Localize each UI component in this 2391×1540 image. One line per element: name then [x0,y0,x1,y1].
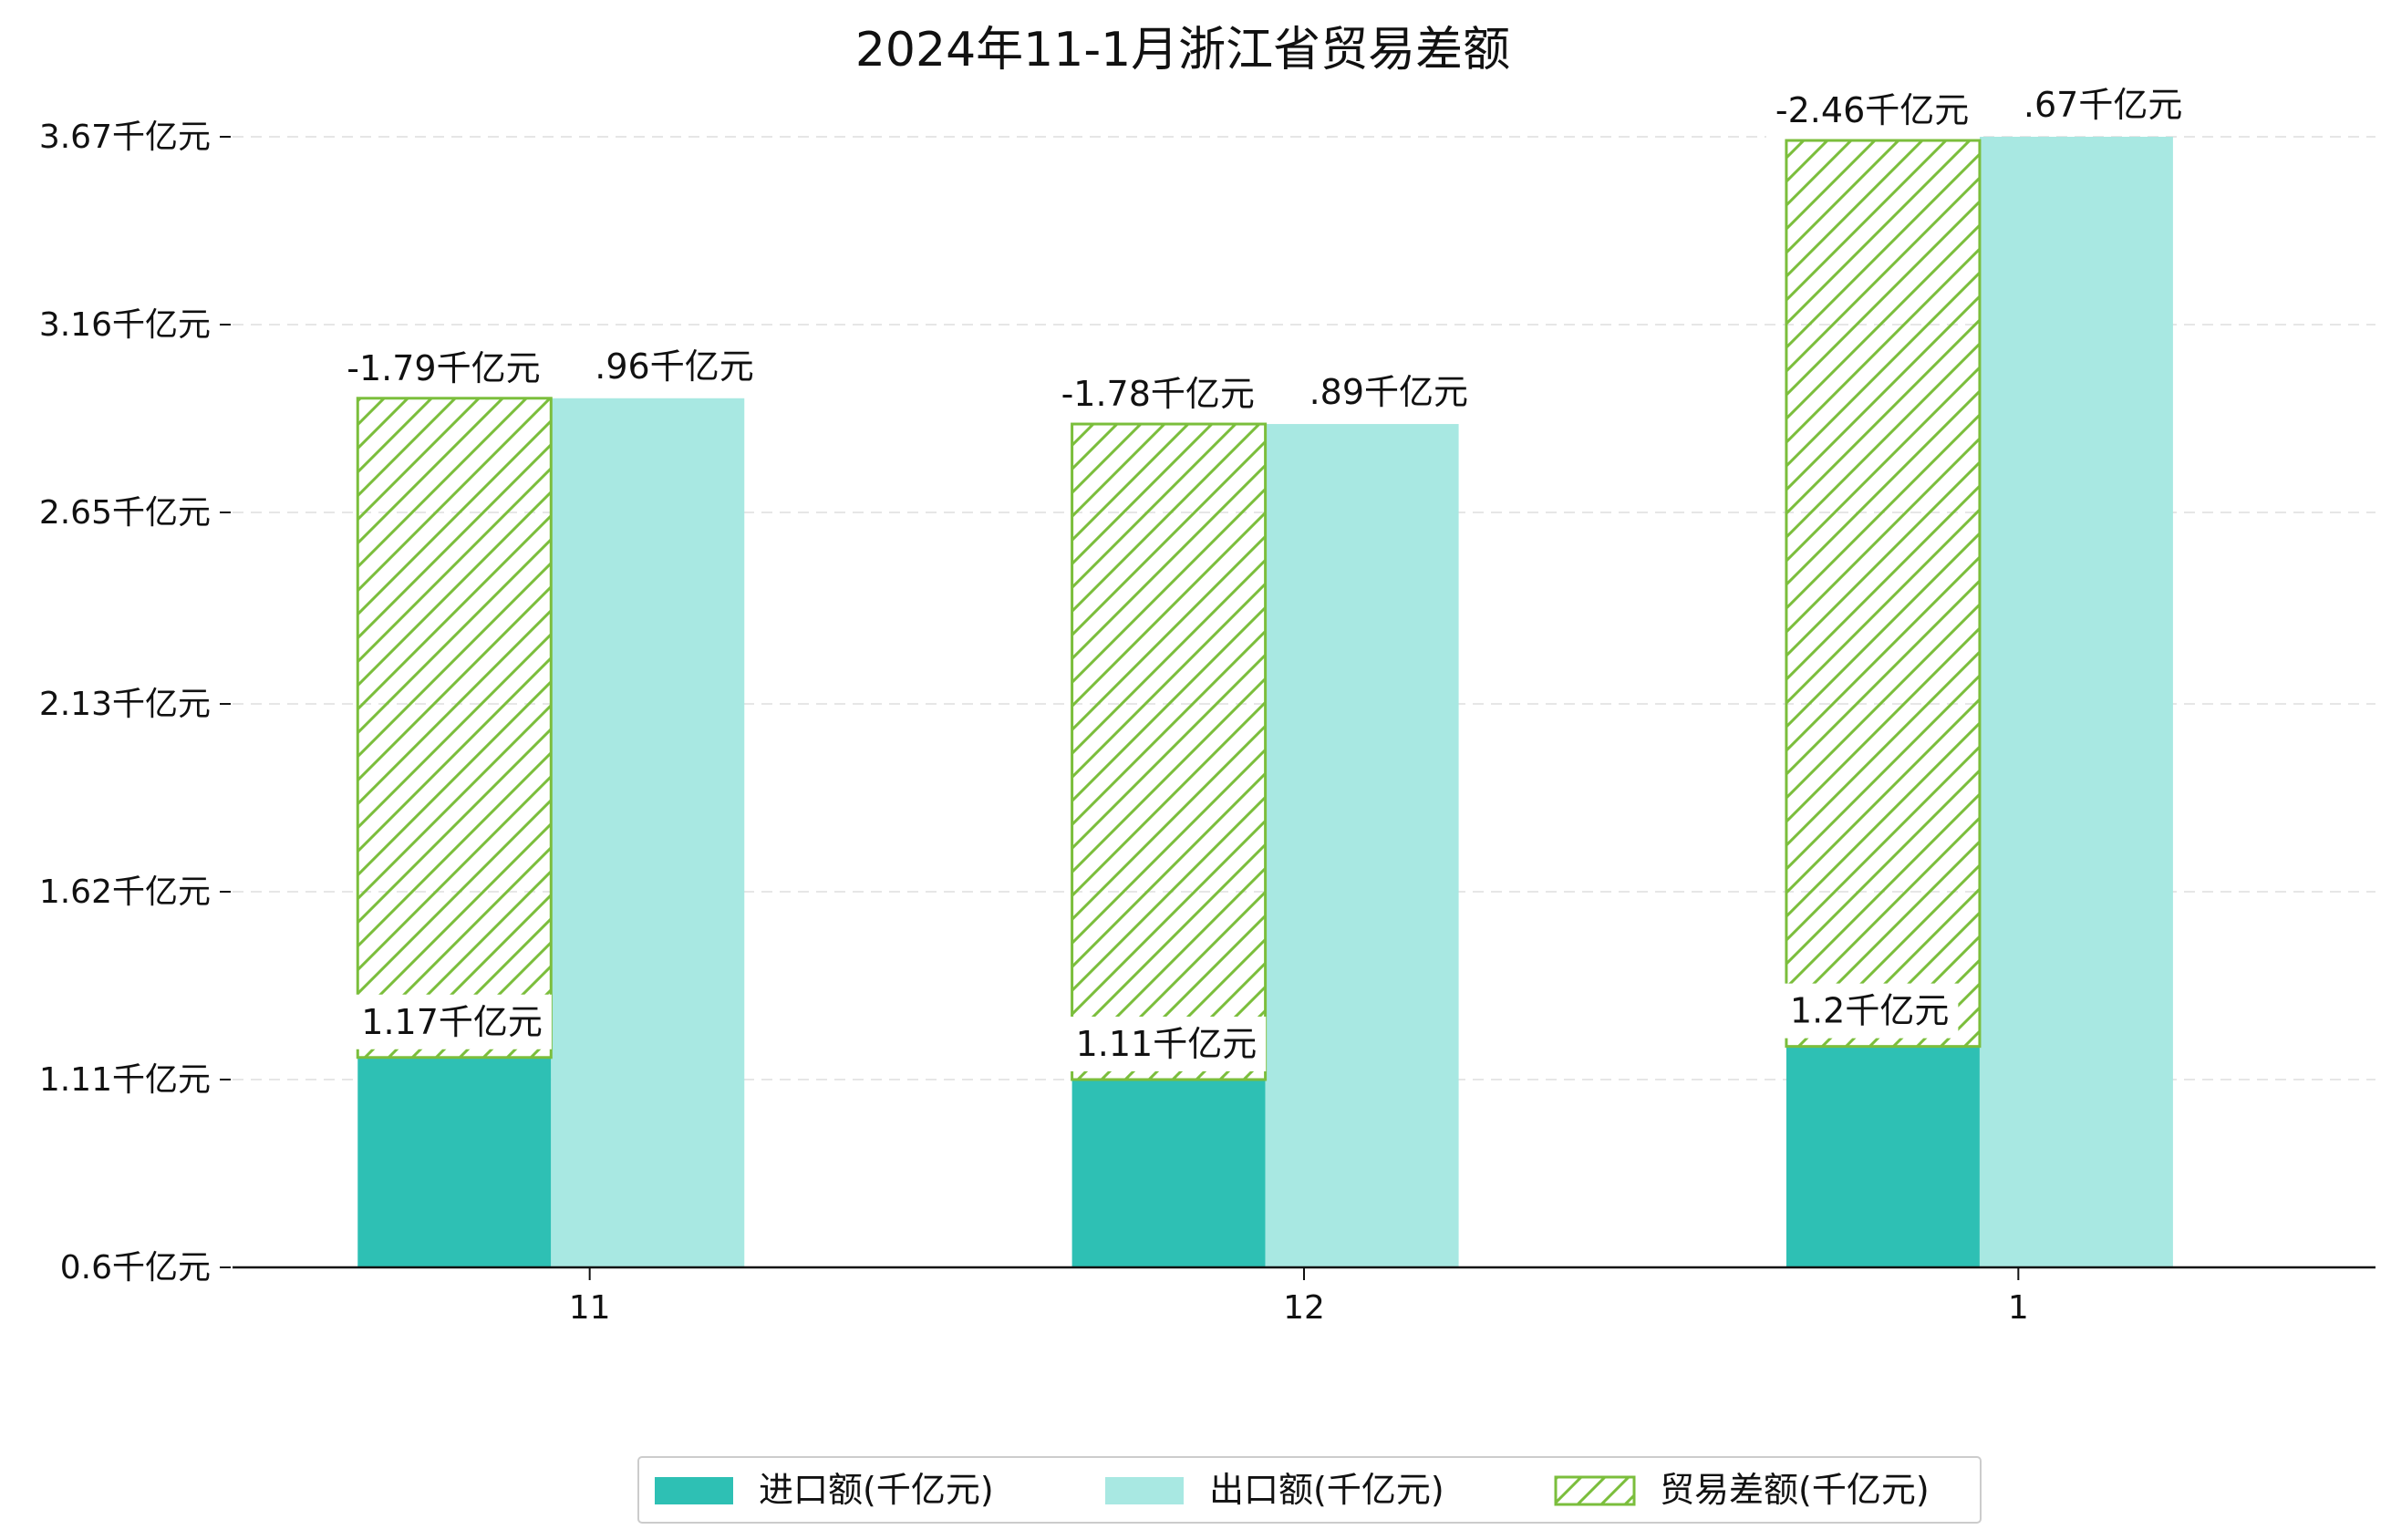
y-tick-label: 3.67千亿元 [39,119,211,156]
data-label-export: .96千亿元 [585,338,763,394]
y-tick-label: 1.62千亿元 [39,873,211,911]
data-label-background [585,338,763,394]
y-tick-label: 2.65千亿元 [39,494,211,532]
data-label-balance: -1.79千亿元 [337,340,550,396]
data-label-export: .89千亿元 [1299,365,1478,420]
data-label-text: .67千亿元 [2024,85,2182,125]
bar-balance [1071,422,1268,1081]
data-label-text: -2.46千亿元 [1775,90,1969,130]
data-label-import: 1.11千亿元 [1066,1017,1267,1072]
bar-export [1265,424,1459,1268]
y-tick-label: 2.13千亿元 [39,686,211,723]
data-label-export: .67千亿元 [2013,78,2192,132]
data-label-text: 1.17千亿元 [361,1002,543,1042]
bar-export [551,398,745,1267]
bar-import [1071,1080,1266,1267]
data-label-text: -1.79千亿元 [347,348,540,388]
data-label-background [1765,83,1979,139]
data-label-background [1051,367,1264,422]
bar-balance [356,397,553,1059]
data-label-text: 1.2千亿元 [1790,991,1949,1031]
bar-import [1785,1046,1980,1267]
legend-swatch-export [1105,1477,1184,1504]
legend-swatch-import [655,1477,733,1504]
y-tick-label: 3.16千亿元 [39,306,211,344]
data-label-balance: -1.78千亿元 [1051,367,1264,422]
bar-balance [1785,139,1982,1049]
legend-label-balance: 贸易差额(千亿元) [1660,1470,1930,1510]
data-label-text: .96千亿元 [595,346,753,387]
data-label-background [1066,1017,1267,1072]
chart-title: 2024年11-1月浙江省贸易差额 [855,23,1510,78]
legend-swatch-balance [1554,1475,1636,1506]
legend-label-import: 进口额(千亿元) [759,1470,994,1510]
legend: 进口额(千亿元) 出口额(千亿元) 贸易差额(千亿元) [637,1456,1982,1524]
data-label-text: 1.11千亿元 [1076,1024,1258,1064]
axes: 0.6千亿元 1.11千亿元 1.62千亿元 2.13千亿元 2.65千亿元 3.16千亿… [39,119,2375,1327]
y-tick-label: 0.6千亿元 [60,1249,211,1287]
data-label-import: 1.17千亿元 [352,994,552,1049]
y-tick-label: 1.11千亿元 [39,1061,211,1099]
legend-frame [637,1456,1982,1524]
data-label-background [337,340,550,396]
data-label-background [1780,983,1959,1039]
data-label-background [2013,78,2192,132]
data-label-text: -1.78千亿元 [1061,374,1255,414]
data-label-text: .89千亿元 [1309,372,1468,412]
data-label-balance: -2.46千亿元 [1765,83,1979,139]
bar-import [357,1057,552,1267]
data-label-background [352,994,552,1049]
legend-label-export: 出口额(千亿元) [1209,1470,1444,1510]
data-label-import: 1.2千亿元 [1780,983,1959,1039]
x-tick-label: 11 [569,1289,611,1327]
bar-export [1979,137,2173,1267]
bars [356,137,2173,1268]
x-tick-label: 1 [2008,1289,2029,1327]
data-labels: .96千亿元 -1.79千亿元 1.17千亿元 .89千亿元 -1.78千亿元 1.11千… [337,78,2192,1072]
x-tick-label: 12 [1283,1289,1325,1327]
data-label-background [1299,365,1478,420]
